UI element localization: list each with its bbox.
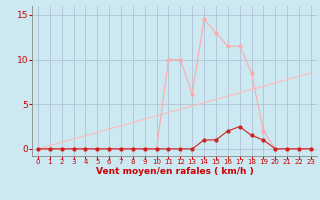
X-axis label: Vent moyen/en rafales ( km/h ): Vent moyen/en rafales ( km/h ) xyxy=(96,167,253,176)
